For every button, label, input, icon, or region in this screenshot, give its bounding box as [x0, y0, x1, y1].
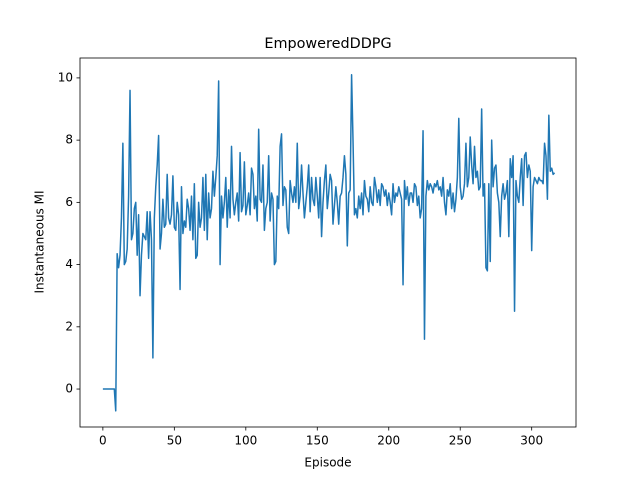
- y-axis-label: Instantaneous MI: [33, 190, 47, 293]
- chart-title: EmpoweredDDPG: [264, 36, 391, 52]
- x-tick-label: 100: [234, 434, 257, 448]
- line-series: [102, 74, 556, 412]
- axes-frame: [79, 57, 577, 428]
- y-tick-label: 8: [65, 133, 73, 147]
- y-tick-label: 2: [65, 319, 73, 333]
- y-tick-label: 4: [65, 257, 73, 271]
- x-tick-label: 200: [377, 434, 400, 448]
- x-tick-label: 0: [99, 434, 107, 448]
- x-tick-label: 300: [520, 434, 543, 448]
- x-tick-label: 250: [449, 434, 472, 448]
- y-tick-label: 10: [58, 70, 73, 84]
- x-axis-label: Episode: [304, 456, 351, 470]
- x-tick-label: 50: [167, 434, 182, 448]
- y-tick-label: 6: [65, 195, 73, 209]
- y-tick-label: 0: [65, 382, 73, 396]
- x-tick-label: 150: [306, 434, 329, 448]
